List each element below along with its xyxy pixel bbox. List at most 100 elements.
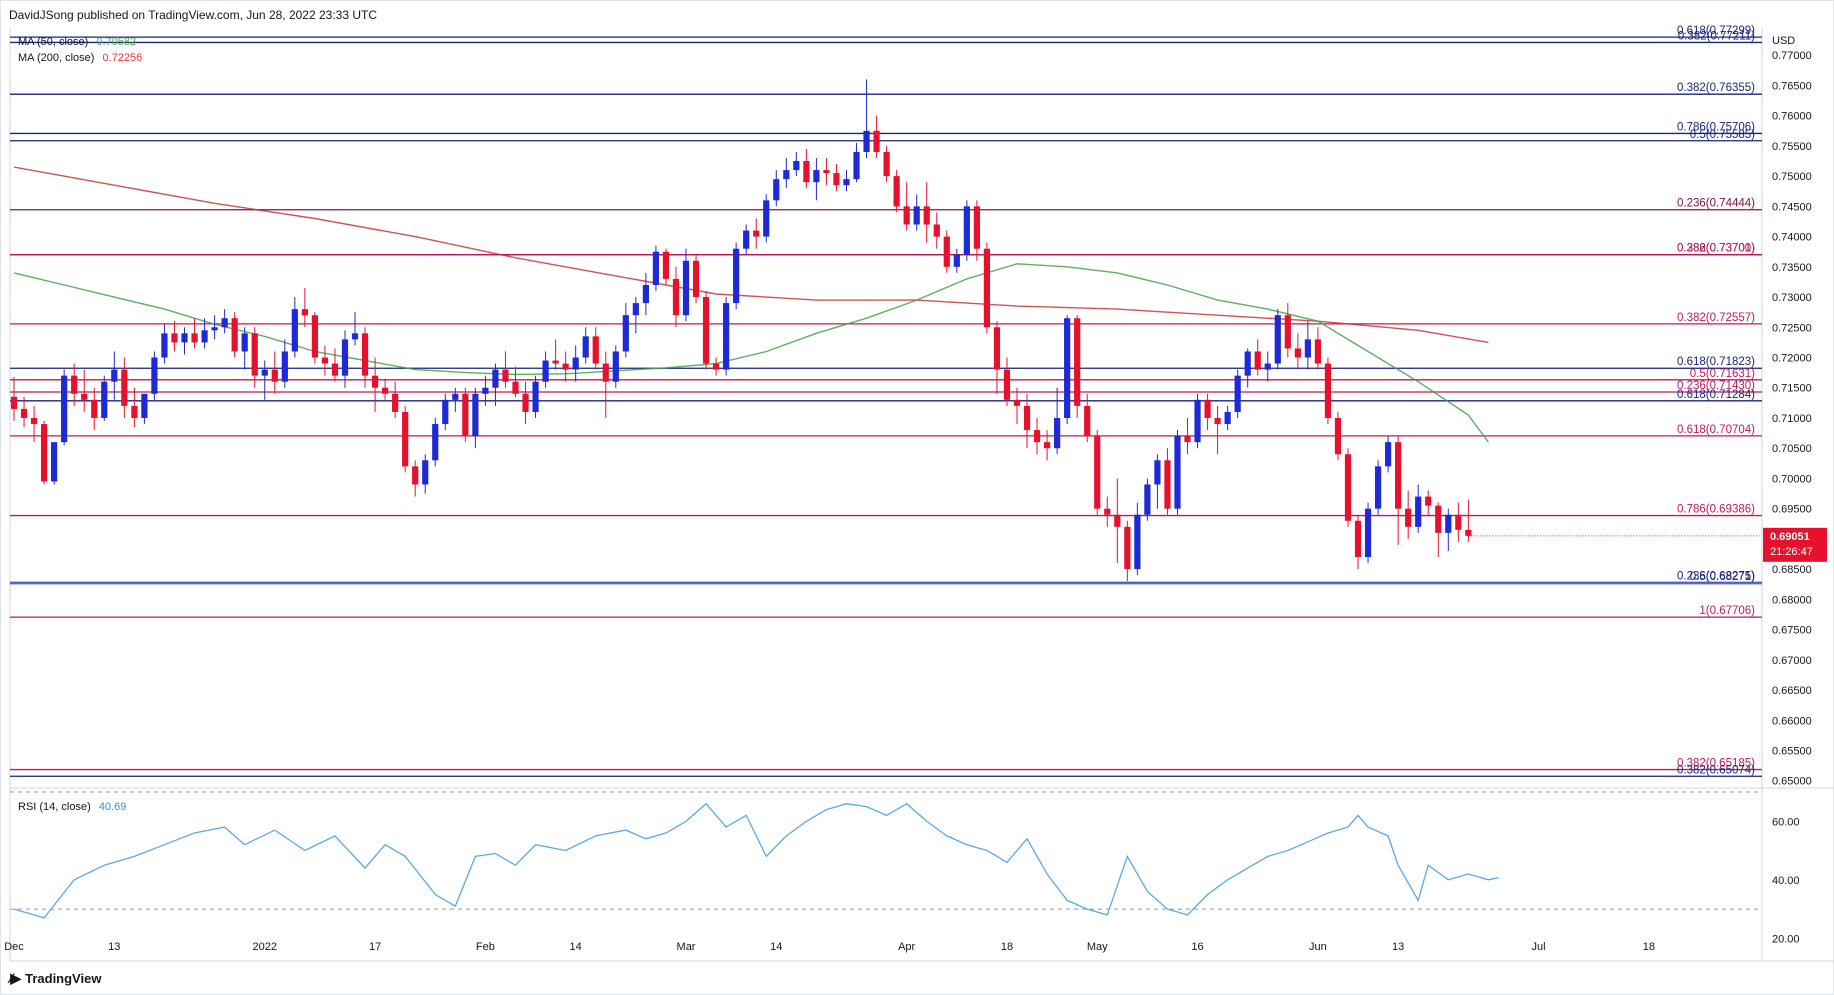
candle-body [1214, 417, 1221, 425]
candle-body [943, 236, 950, 267]
candle-body [492, 369, 499, 388]
candle-body [632, 303, 639, 316]
candle-body [1124, 526, 1131, 570]
candle-body [1094, 436, 1101, 509]
candle-body [642, 284, 649, 304]
candle-body [1154, 460, 1161, 485]
candle-body [251, 333, 258, 376]
tradingview-logo-icon: ⁄▶ [10, 970, 21, 986]
candle-body [161, 333, 168, 358]
candle-body [91, 399, 98, 418]
candle-body [1074, 318, 1081, 406]
candle-body [231, 318, 238, 352]
candle-body [452, 393, 459, 400]
countdown-timer: 21:26:47 [1770, 546, 1813, 558]
candle-body [833, 173, 840, 186]
candle-body [1324, 363, 1332, 418]
rsi-legend: RSI (14, close) 40.69 [18, 801, 126, 813]
candle-body [1054, 417, 1061, 449]
candle-body [813, 170, 820, 183]
last-price-value: 0.69051 [1770, 531, 1810, 543]
price-tick-label: 0.68500 [1772, 564, 1812, 576]
candle-body [1224, 411, 1231, 425]
price-tick-label: 0.72500 [1772, 322, 1812, 334]
candle-body [1104, 508, 1111, 515]
candle-body [1425, 496, 1432, 506]
candle-body [793, 161, 800, 171]
candle-body [101, 381, 108, 418]
candle-body [422, 460, 429, 485]
candle-body [993, 327, 1001, 370]
candle-body [121, 369, 128, 406]
price-tick-label: 0.71000 [1772, 413, 1812, 425]
candle-body [522, 393, 529, 412]
time-tick-label: May [1087, 941, 1108, 953]
time-tick-label: Jun [1309, 941, 1327, 953]
candle-body [71, 375, 78, 394]
candle-body [51, 442, 58, 482]
price-tick-label: 0.65500 [1772, 746, 1812, 758]
candle-body [1234, 375, 1241, 412]
price-tick-label: 0.75500 [1772, 141, 1812, 153]
candle-body [773, 179, 780, 201]
time-tick-label: 13 [1392, 941, 1404, 953]
candle-body [723, 303, 730, 370]
candle-body [211, 327, 218, 331]
candle-body [1264, 363, 1271, 370]
fib-level-label: 0.5(0.68271) [1690, 571, 1755, 583]
candle-body [1254, 351, 1261, 370]
candle-body [913, 206, 920, 225]
candle-body [672, 278, 680, 316]
fib-level-label: 0.618(0.71823) [1677, 356, 1755, 368]
candle-body [20, 408, 28, 418]
candle-body [1364, 508, 1372, 558]
fib-level-label: 0.382(0.73701) [1677, 243, 1755, 255]
fib-level-label: 0.382(0.77211) [1678, 30, 1755, 42]
candle-body [532, 381, 539, 412]
candle-body [191, 333, 198, 343]
candle-body [713, 363, 720, 370]
candle-body [1405, 508, 1412, 527]
candle-body [40, 424, 48, 482]
candle-body [241, 333, 248, 352]
candle-body [341, 339, 349, 376]
tradingview-brand[interactable]: ⁄▶ TradingView [10, 970, 101, 987]
price-tick-label: 0.73500 [1772, 262, 1812, 274]
time-tick-label: Feb [476, 941, 495, 953]
price-tick-label: 0.76500 [1772, 80, 1812, 92]
candle-body [1395, 442, 1402, 509]
price-tick-label: 0.69500 [1772, 504, 1812, 516]
time-tick-label: 18 [1643, 941, 1655, 953]
candle-body [973, 206, 980, 249]
candle-body [1435, 505, 1442, 533]
candle-body [1445, 514, 1452, 533]
price-tick-label: 0.76000 [1772, 111, 1812, 123]
candle-body [1064, 318, 1071, 418]
candle-body [291, 309, 298, 352]
ma200-value: 0.72256 [102, 52, 143, 64]
price-tick-label: 0.70000 [1772, 473, 1812, 485]
time-tick-label: Jul [1532, 941, 1546, 953]
candle-body [1003, 369, 1011, 400]
candle-body [281, 351, 288, 382]
fib-level-label: 0.236(0.68275) [1677, 571, 1755, 583]
candle-body [442, 399, 449, 425]
candle-body [1294, 348, 1301, 358]
candle-body [652, 251, 660, 285]
price-tick-label: 0.71500 [1772, 383, 1812, 395]
fib-level-label: 0.382(0.65074) [1677, 764, 1755, 776]
price-tick-label: 0.74000 [1772, 232, 1812, 244]
price-tick-label: 0.74500 [1772, 201, 1812, 213]
price-tick-label: 0.77000 [1772, 50, 1812, 62]
candle-body [301, 309, 308, 316]
rsi-label: RSI (14, close) [18, 801, 91, 813]
candle-body [1385, 442, 1392, 467]
candle-body [472, 393, 479, 437]
candle-body [392, 393, 399, 412]
price-tick-label: 0.67000 [1772, 655, 1812, 667]
candle-body [382, 387, 389, 394]
candle-body [1344, 454, 1352, 521]
price-tick-label: 0.70500 [1772, 443, 1812, 455]
last-price-badge [1763, 527, 1827, 562]
